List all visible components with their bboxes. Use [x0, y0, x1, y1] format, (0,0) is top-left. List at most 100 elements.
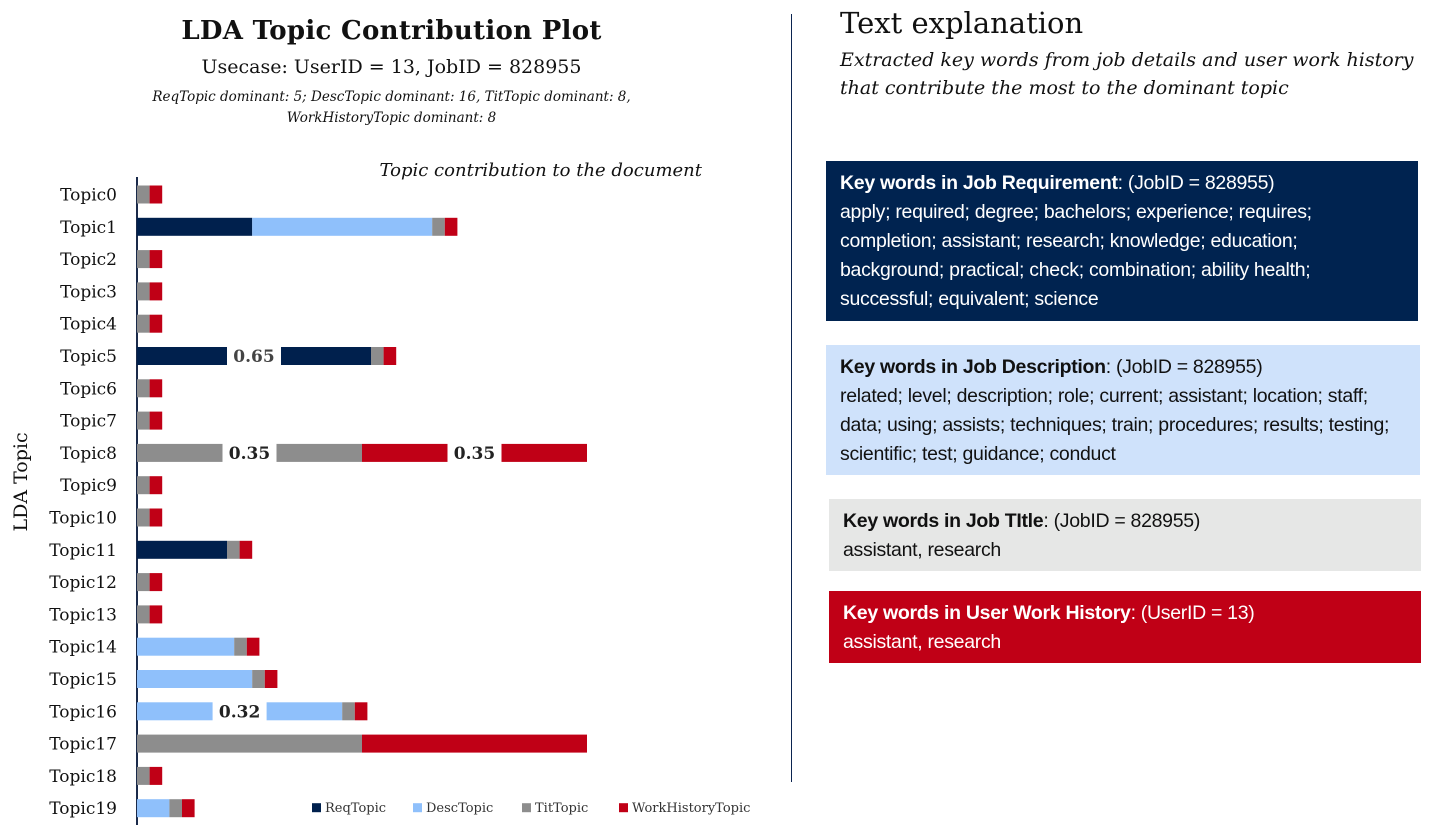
- tick-label-topic15: Topic15: [49, 670, 117, 690]
- bar-tittopic-topic9: [137, 476, 150, 495]
- legend-swatch-tittopic: [522, 803, 531, 813]
- legend-swatch-workhistorytopic: [619, 803, 628, 813]
- topic-contribution-chart: Topic contribution to the document LDA To…: [10, 160, 750, 825]
- bar-tittopic-topic15: [252, 670, 265, 688]
- bar-tittopic-topic5: [371, 347, 384, 365]
- tick-label-topic9: Topic9: [60, 476, 117, 496]
- bar-tittopic-topic6: [137, 379, 150, 398]
- tick-label-topic4: Topic4: [60, 315, 117, 335]
- text-explanation-description: Extracted key words from job details and…: [840, 49, 1414, 99]
- job-description-keywords-box: Key words in Job Description: (JobID = 8…: [826, 345, 1420, 475]
- bar-desctopic-topic19: [137, 799, 170, 818]
- tick-label-topic5: Topic5: [60, 347, 117, 367]
- tick-label-topic13: Topic13: [49, 605, 117, 625]
- work-history-words: assistant, research: [843, 631, 1001, 653]
- job-requirement-id: : (JobID = 828955): [1117, 172, 1275, 194]
- bar-workhistorytopic-topic0: [149, 185, 163, 204]
- bar-tittopic-topic12: [137, 573, 150, 592]
- job-requirement-heading: Key words in Job Requirement: [840, 172, 1118, 194]
- legend-label-workhistorytopic: WorkHistoryTopic: [632, 801, 750, 816]
- data-label-bg-reqtopic-topic5: [227, 346, 281, 366]
- bar-tittopic-topic11: [227, 540, 240, 559]
- chart-subtitle: Usecase: UserID = 13, JobID = 828955: [201, 56, 582, 78]
- tick-label-topic2: Topic2: [60, 250, 117, 270]
- bar-desctopic-topic15: [137, 670, 253, 688]
- bar-workhistorytopic-topic3: [149, 282, 163, 301]
- bar-workhistorytopic-topic19: [182, 799, 195, 818]
- panel-divider: [791, 14, 792, 782]
- bar-tittopic-topic1: [432, 217, 445, 236]
- tick-label-topic7: Topic7: [60, 412, 117, 432]
- bar-tittopic-topic18: [137, 766, 150, 785]
- bar-workhistorytopic-topic7: [149, 411, 163, 430]
- job-title-words: assistant, research: [843, 539, 1001, 561]
- data-label-bg-tittopic-topic8: [222, 442, 277, 463]
- bar-workhistorytopic-topic5: [383, 347, 397, 365]
- bar-reqtopic-topic1: [137, 217, 253, 236]
- bar-workhistorytopic-topic9: [149, 476, 163, 495]
- bar-workhistorytopic-topic14: [246, 637, 260, 656]
- text-explanation-title: Text explanation: [840, 6, 1084, 40]
- bar-tittopic-topic7: [137, 411, 150, 430]
- bar-workhistorytopic-topic18: [149, 766, 163, 785]
- job-requirement-keywords-box: Key words in Job Requirement: (JobID = 8…: [826, 161, 1418, 321]
- data-label-bg-desctopic-topic16: [212, 701, 267, 722]
- bar-tittopic-topic14: [234, 637, 247, 656]
- bar-tittopic-topic0: [137, 185, 150, 204]
- bar-desctopic-topic14: [137, 637, 235, 656]
- work-history-heading: Key words in User Work History: [843, 602, 1131, 624]
- bar-tittopic-topic3: [137, 282, 150, 301]
- bar-tittopic-topic13: [137, 605, 150, 624]
- legend-label-desctopic: DescTopic: [426, 801, 493, 816]
- job-description-heading: Key words in Job Description: [840, 356, 1106, 378]
- data-label-workhistorytopic-topic8: 0.35: [454, 444, 495, 464]
- bar-tittopic-topic17: [137, 734, 362, 753]
- bar-desctopic-topic1: [252, 217, 433, 236]
- work-history-keywords-box: Key words in User Work History: (UserID …: [829, 591, 1421, 663]
- job-title-id: : (JobID = 828955): [1043, 510, 1201, 532]
- bar-workhistorytopic-topic12: [149, 573, 163, 592]
- bar-workhistorytopic-topic17: [362, 734, 587, 753]
- bar-tittopic-topic10: [137, 508, 150, 527]
- data-label-tittopic-topic8: 0.35: [229, 444, 270, 464]
- bar-workhistorytopic-topic10: [149, 508, 163, 527]
- tick-label-topic11: Topic11: [49, 541, 117, 561]
- job-title-keywords-box: Key words in Job TItle: (JobID = 828955)…: [829, 499, 1421, 571]
- bar-workhistorytopic-topic16: [354, 702, 368, 721]
- tick-label-topic1: Topic1: [60, 218, 117, 238]
- chart-title: LDA Topic Contribution Plot: [181, 16, 602, 46]
- legend-label-reqtopic: ReqTopic: [325, 801, 386, 816]
- tick-label-topic6: Topic6: [60, 379, 117, 399]
- job-title-heading: Key words in Job TItle: [843, 510, 1044, 532]
- dominant-topics-note-line1: ReqTopic dominant: 5; DescTopic dominant…: [152, 89, 631, 105]
- tick-label-topic19: Topic19: [49, 799, 117, 819]
- job-description-id: : (JobID = 828955): [1105, 356, 1263, 378]
- chart-inner-title: Topic contribution to the document: [380, 160, 703, 181]
- legend-label-tittopic: TitTopic: [535, 801, 588, 816]
- bar-workhistorytopic-topic15: [264, 670, 278, 688]
- bar-reqtopic-topic11: [137, 540, 227, 559]
- job-requirement-words: apply; required; degree; bachelors; expe…: [840, 201, 1312, 310]
- bar-workhistorytopic-topic6: [149, 379, 163, 398]
- dominant-topics-note-line2: WorkHistoryTopic dominant: 8: [286, 110, 497, 126]
- bar-workhistorytopic-topic2: [149, 250, 163, 269]
- tick-label-topic17: Topic17: [49, 735, 117, 755]
- bar-tittopic-topic16: [342, 702, 355, 721]
- data-label-bg-workhistorytopic-topic8: [447, 442, 502, 463]
- job-description-words: related; level; description; role; curre…: [840, 385, 1390, 465]
- tick-label-topic18: Topic18: [49, 767, 117, 787]
- tick-label-topic16: Topic16: [49, 702, 117, 722]
- data-label-reqtopic-topic5: 0.65: [233, 347, 274, 367]
- bar-tittopic-topic4: [137, 314, 150, 333]
- legend-swatch-desctopic: [413, 803, 422, 813]
- legend-swatch-reqtopic: [312, 803, 321, 813]
- tick-label-topic14: Topic14: [49, 638, 117, 658]
- y-axis-title: LDA Topic: [10, 432, 32, 531]
- data-label-desctopic-topic16: 0.32: [219, 702, 260, 722]
- bar-workhistorytopic-topic13: [149, 605, 163, 624]
- tick-label-topic10: Topic10: [49, 509, 117, 529]
- bar-workhistorytopic-topic4: [149, 314, 163, 333]
- bar-tittopic-topic19: [169, 799, 182, 818]
- tick-label-topic0: Topic0: [60, 186, 117, 206]
- tick-label-topic8: Topic8: [60, 444, 117, 464]
